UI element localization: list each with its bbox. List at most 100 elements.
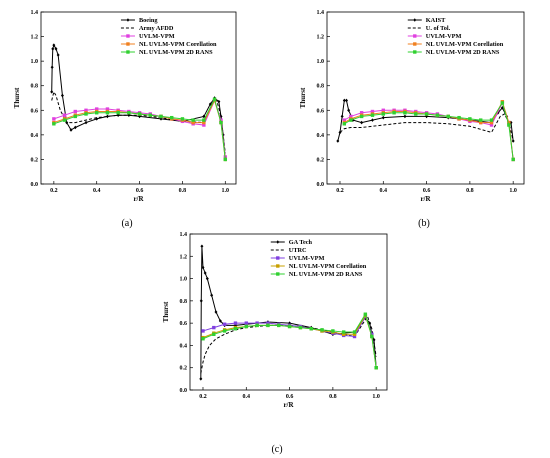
data-point xyxy=(360,120,364,125)
data-point xyxy=(266,323,270,328)
data-point xyxy=(200,244,204,249)
data-point xyxy=(468,117,472,121)
legend-marker xyxy=(276,264,280,268)
y-tick-label: 1.4 xyxy=(31,10,39,16)
legend-entry: NL UVLM-VPM Corellation xyxy=(407,41,504,48)
x-tick-label: 1.0 xyxy=(372,394,380,400)
data-point xyxy=(201,329,205,333)
data-point xyxy=(298,325,303,330)
legend-entry: KAIST xyxy=(407,17,446,24)
series-5 xyxy=(52,97,227,162)
data-point xyxy=(363,312,368,316)
data-point xyxy=(180,117,185,121)
data-point xyxy=(202,120,206,125)
data-point xyxy=(170,115,174,120)
data-point xyxy=(60,93,64,98)
legend-marker xyxy=(126,34,130,38)
data-point xyxy=(392,111,396,115)
chart-panel-1: 0.0 0.2 0.4 0.6 0.8 1.0 1.2 1.4 0.2 0.4 0.6 0.8 1.0 r… xyxy=(13,10,237,229)
legend-marker xyxy=(413,18,417,22)
legend-label: GA Tech xyxy=(289,239,313,246)
data-point xyxy=(73,125,77,130)
y-tick-label: 0.8 xyxy=(31,84,39,90)
data-point xyxy=(84,108,88,112)
legend-label: UVLM-VPM xyxy=(289,255,325,262)
data-point xyxy=(457,115,461,120)
data-point xyxy=(266,321,270,325)
data-point xyxy=(347,108,351,113)
data-point xyxy=(435,113,440,117)
y-tick-label: 0.6 xyxy=(180,321,188,327)
x-tick-label: 1.0 xyxy=(222,188,230,194)
data-point xyxy=(51,47,55,51)
data-point xyxy=(212,325,216,330)
y-tick-label: 0.0 xyxy=(31,182,39,188)
legend-entry: NL UVLM-VPM 2D RANS xyxy=(407,49,500,56)
legend-marker xyxy=(126,18,130,22)
data-point xyxy=(73,109,77,114)
data-point xyxy=(349,114,353,119)
y-axis-label: Thurst xyxy=(299,87,307,108)
data-point xyxy=(287,324,292,329)
data-point xyxy=(500,101,505,105)
series-3 xyxy=(52,98,227,159)
series-line xyxy=(51,90,226,154)
legend-entry: NL UVLM-VPM Corellation xyxy=(270,263,367,270)
data-point xyxy=(56,53,60,57)
series-2 xyxy=(339,113,514,142)
y-tick-label: 0.0 xyxy=(317,182,325,188)
data-point xyxy=(191,118,195,122)
series-line xyxy=(53,99,226,158)
series-line xyxy=(337,99,514,142)
x-axis-label: r/R xyxy=(420,195,431,203)
legend-label: Army AFDD xyxy=(139,25,174,32)
x-tick-label: 0.8 xyxy=(466,188,474,194)
data-point xyxy=(105,107,110,111)
data-point xyxy=(359,114,364,119)
x-tick-label: 0.4 xyxy=(380,188,388,194)
x-tick-label: 0.6 xyxy=(423,188,431,194)
legend-label: UVLM-VPM xyxy=(139,33,175,40)
data-point xyxy=(202,118,206,122)
data-point xyxy=(370,109,375,114)
series-line xyxy=(53,97,226,160)
data-point xyxy=(359,111,364,115)
data-point xyxy=(62,113,67,117)
series-1 xyxy=(50,43,227,162)
y-tick-label: 1.4 xyxy=(180,232,188,238)
legend-entry: U. of Tol. xyxy=(407,25,451,32)
data-point xyxy=(212,332,216,336)
data-point xyxy=(403,114,407,119)
data-point xyxy=(372,338,376,342)
series-4 xyxy=(342,99,515,162)
series-line xyxy=(344,101,514,160)
y-tick-label: 1.0 xyxy=(317,59,325,65)
data-point xyxy=(84,120,88,125)
legend-marker xyxy=(413,50,417,54)
data-point xyxy=(222,329,227,333)
x-tick-label: 0.8 xyxy=(329,394,337,400)
data-point xyxy=(489,118,494,122)
plot-frame xyxy=(189,233,388,391)
legend-marker xyxy=(276,256,280,260)
data-point xyxy=(233,327,238,331)
y-tick-label: 0.0 xyxy=(180,388,188,394)
data-point xyxy=(201,265,205,270)
data-point xyxy=(352,330,357,334)
legend-marker xyxy=(126,42,130,46)
data-point xyxy=(116,111,120,115)
legend-label: NL UVLM-VPM Corellation xyxy=(289,263,367,270)
x-tick-label: 0.2 xyxy=(50,188,58,194)
x-tick-label: 0.2 xyxy=(199,394,207,400)
data-point xyxy=(507,123,511,127)
data-point xyxy=(199,377,203,381)
data-point xyxy=(511,157,515,162)
y-tick-label: 1.2 xyxy=(31,35,39,41)
data-point xyxy=(205,276,209,281)
legend-entry: UVLM-VPM xyxy=(407,33,461,40)
legend-marker xyxy=(276,272,280,276)
panel-label: (b) xyxy=(418,218,430,229)
series-line xyxy=(53,99,226,160)
data-point xyxy=(507,120,511,125)
data-point xyxy=(52,117,56,121)
